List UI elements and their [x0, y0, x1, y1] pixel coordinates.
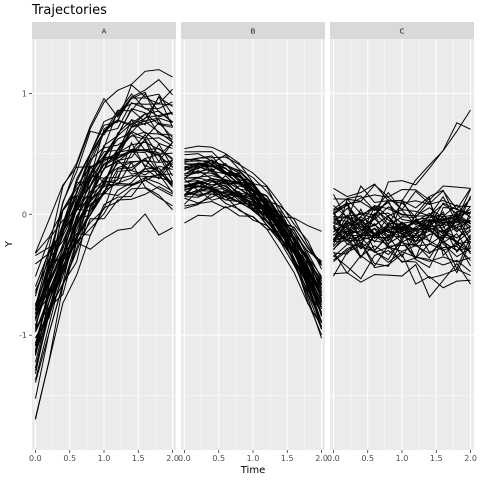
series-line-b	[184, 178, 322, 299]
series-line-c	[333, 249, 471, 280]
series-line-b	[184, 155, 323, 336]
series-line-c	[333, 198, 471, 242]
series-line-c	[333, 243, 471, 274]
series-line-a	[34, 93, 173, 351]
series-line-c	[333, 188, 471, 214]
x-axis-title: Time	[240, 465, 265, 476]
series-line-a	[34, 111, 173, 374]
grid-b	[181, 39, 325, 450]
y-tick-label: 1	[22, 89, 27, 98]
series-line-c	[333, 241, 471, 289]
series-line-c	[333, 196, 471, 257]
strip-a-label: A	[102, 28, 107, 36]
series-line-c	[333, 216, 472, 274]
x-tick-label: 0.0	[29, 454, 42, 463]
series-line-b	[184, 151, 323, 299]
facet-b: B	[181, 22, 325, 450]
series-line-c	[332, 122, 471, 246]
facet-c: C	[330, 22, 474, 450]
series-line-b	[184, 153, 323, 323]
strip-c-label: C	[400, 28, 405, 36]
x-tick-label: 0.0	[327, 454, 340, 463]
x-tick-label: 1.5	[281, 454, 294, 463]
series-line-c	[333, 198, 471, 228]
lines-a	[34, 69, 174, 420]
strip-a	[32, 22, 176, 39]
series-line-a	[34, 93, 173, 291]
series-line-c	[333, 225, 472, 267]
series-line-a	[35, 175, 173, 316]
series-line-b	[184, 162, 323, 313]
x-tick-label: 1.0	[247, 454, 260, 463]
series-line-b	[184, 175, 323, 284]
x-tick-label: 1.5	[132, 454, 145, 463]
series-line-a	[34, 131, 173, 320]
x-tick-label: 2.0	[464, 454, 477, 463]
series-line-c	[332, 185, 471, 221]
series-line-a	[34, 133, 173, 339]
strip-b	[181, 22, 325, 39]
series-line-b	[184, 189, 322, 327]
x-axis: 0.0 0.5 1.0 1.5 2.0 0.0 0.5 1.0 1.5 2.0 0.0 0.5 1.0 1…	[29, 450, 477, 463]
series-line-a	[34, 96, 173, 311]
series-line-c	[333, 214, 471, 258]
series-line-a	[34, 138, 173, 381]
series-line-a	[34, 83, 173, 306]
series-line-a	[34, 121, 173, 297]
strip-c	[330, 22, 474, 39]
x-tick-label: 2.0	[166, 454, 179, 463]
series-line-a	[34, 138, 173, 363]
y-axis: -1 0 1	[19, 89, 32, 340]
strip-b-label: B	[251, 28, 256, 36]
lines-b	[184, 145, 323, 339]
y-tick-label: 0	[22, 210, 27, 219]
facet-a: A	[32, 22, 176, 450]
series-line-a	[34, 109, 173, 330]
x-tick-label: 0.5	[212, 454, 225, 463]
series-line-b	[184, 193, 322, 277]
x-tick-label: 1.0	[98, 454, 111, 463]
grid-a	[32, 39, 176, 450]
x-tick-label: 0.5	[63, 454, 76, 463]
series-line-c	[333, 225, 471, 250]
chart-title: Trajectories	[31, 3, 107, 18]
series-line-c	[333, 234, 471, 255]
lines-c	[332, 109, 472, 299]
series-line-a	[34, 177, 173, 419]
series-line-c	[333, 233, 471, 259]
x-tick-label: 1.5	[430, 454, 443, 463]
series-line-a	[34, 149, 173, 254]
series-line-a	[35, 213, 173, 329]
y-tick-label: -1	[19, 331, 27, 340]
x-tick-label: 2.0	[315, 454, 328, 463]
series-line-a	[34, 78, 173, 310]
series-line-a	[35, 91, 173, 256]
x-tick-label: 0.5	[361, 454, 374, 463]
series-line-c	[333, 262, 471, 299]
y-axis-title: Y	[4, 240, 15, 248]
series-line-c	[332, 206, 471, 244]
series-line-b	[184, 156, 323, 270]
series-line-c	[333, 205, 471, 231]
series-line-c	[333, 216, 471, 242]
series-line-b	[184, 169, 323, 317]
x-tick-label: 1.0	[396, 454, 409, 463]
x-tick-label: 0.0	[178, 454, 191, 463]
series-line-b	[184, 163, 323, 330]
series-line-a	[34, 117, 173, 420]
